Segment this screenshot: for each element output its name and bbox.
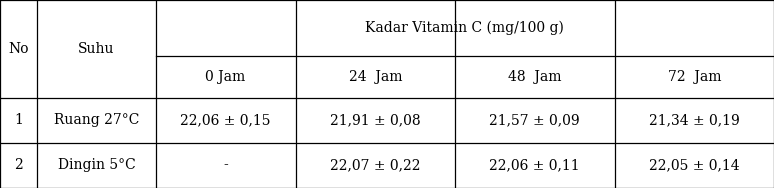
Text: Suhu: Suhu <box>78 42 115 56</box>
Text: 22,07 ± 0,22: 22,07 ± 0,22 <box>330 158 420 172</box>
Text: 22,06 ± 0,15: 22,06 ± 0,15 <box>180 113 271 127</box>
Text: 72  Jam: 72 Jam <box>667 70 721 84</box>
Text: Kadar Vitamin C (mg/100 g): Kadar Vitamin C (mg/100 g) <box>365 21 564 35</box>
Text: 48  Jam: 48 Jam <box>508 70 562 84</box>
Text: No: No <box>9 42 29 56</box>
Text: 21,91 ± 0,08: 21,91 ± 0,08 <box>330 113 420 127</box>
Text: 24  Jam: 24 Jam <box>348 70 402 84</box>
Text: Ruang 27°C: Ruang 27°C <box>53 113 139 127</box>
Text: 21,57 ± 0,09: 21,57 ± 0,09 <box>489 113 580 127</box>
Text: 0 Jam: 0 Jam <box>205 70 245 84</box>
Text: -: - <box>223 158 228 172</box>
Text: 22,06 ± 0,11: 22,06 ± 0,11 <box>489 158 580 172</box>
Text: 1: 1 <box>14 113 23 127</box>
Text: 21,34 ± 0,19: 21,34 ± 0,19 <box>649 113 740 127</box>
Text: Dingin 5°C: Dingin 5°C <box>57 158 135 172</box>
Text: 2: 2 <box>14 158 23 172</box>
Text: 22,05 ± 0,14: 22,05 ± 0,14 <box>649 158 740 172</box>
